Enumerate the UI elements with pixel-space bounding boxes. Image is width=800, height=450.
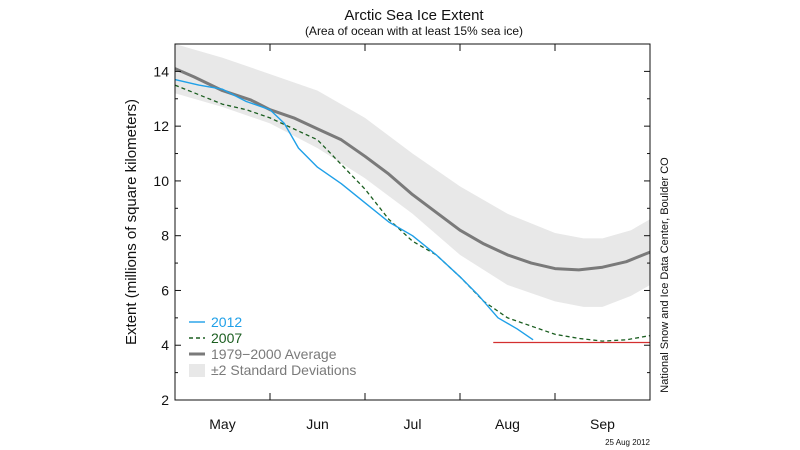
plot-frame [174,43,651,401]
y-tick-label: 12 [153,118,169,134]
series-average-line [174,67,651,272]
y-tick-label: 2 [161,392,169,408]
series-layer [174,67,651,342]
y-tick-label: 8 [161,228,169,244]
series-2012-line [174,78,534,341]
x-tick-label: Jun [306,416,329,432]
date-annotation: 25 Aug 2012 [605,438,650,447]
axis-layer: 2 4 6 8 10 12 14 May Jun Jul Aug Sep [153,44,650,432]
x-tick-label: May [209,416,235,432]
x-tick-label: Sep [590,416,615,432]
legend-label: 2007 [211,330,242,346]
std-dev-band-layer [175,44,650,307]
std-dev-band [175,44,650,307]
y-tick-label: 14 [153,63,169,79]
legend-label: ±2 Standard Deviations [211,362,356,378]
credit-annotation: National Snow and Ice Data Center, Bould… [659,157,671,393]
y-tick-label: 10 [153,173,169,189]
x-tick-label: Aug [495,416,520,432]
legend-item-average: 1979−2000 Average [189,346,337,362]
legend-item-std-dev: ±2 Standard Deviations [189,362,356,378]
y-tick-label: 4 [161,337,169,353]
x-tick-label: Jul [404,416,422,432]
legend-item-2007: 2007 [189,330,242,346]
chart-subtitle: (Area of ocean with at least 15% sea ice… [305,24,523,38]
legend-label: 1979−2000 Average [211,346,337,362]
legend-swatch [189,364,205,377]
legend-label: 2012 [211,314,242,330]
legend-item-2012: 2012 [189,314,242,330]
chart-title: Arctic Sea Ice Extent [344,7,484,24]
y-tick-label: 6 [161,282,169,298]
y-axis-label: Extent (millions of square kilometers) [123,99,140,345]
